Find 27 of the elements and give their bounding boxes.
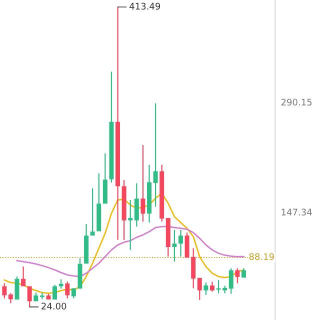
candlestick xyxy=(153,102,158,208)
candlestick xyxy=(241,268,246,278)
line-series xyxy=(16,226,244,278)
candlestick xyxy=(178,229,183,258)
annotation: 413.49 xyxy=(130,2,160,10)
candlestick xyxy=(90,188,95,236)
annotation: 24.00 xyxy=(42,302,66,310)
candlestick xyxy=(52,284,58,300)
candlestick xyxy=(228,268,234,294)
candlestick xyxy=(197,278,202,300)
candlestick xyxy=(235,268,240,284)
candlestick xyxy=(210,281,214,292)
candlestick xyxy=(204,282,208,296)
candlestick xyxy=(102,152,108,204)
candlestick xyxy=(172,229,177,262)
candlestick xyxy=(21,266,26,286)
candlestick xyxy=(134,182,139,228)
candlestick xyxy=(65,281,70,299)
candlestick xyxy=(2,282,7,299)
y-tick-label: 290.15 xyxy=(281,98,312,106)
ref-line-label: 88.19 xyxy=(249,253,274,260)
candlestick xyxy=(27,286,32,308)
candlestick xyxy=(58,278,64,290)
candlestick xyxy=(8,292,13,304)
y-tick-label: 147.34 xyxy=(282,208,312,216)
candlestick xyxy=(128,199,133,250)
candlestick xyxy=(140,144,146,222)
